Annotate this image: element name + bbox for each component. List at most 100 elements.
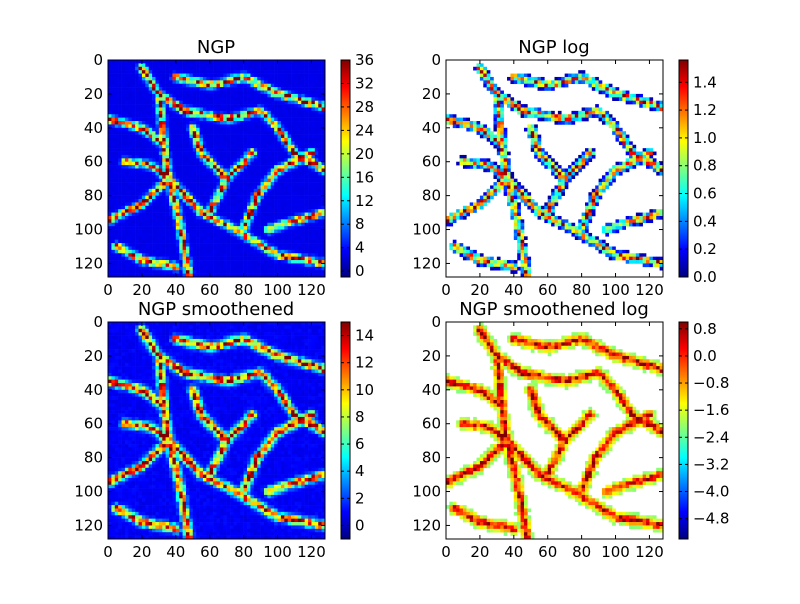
heatmap-cell bbox=[301, 60, 305, 64]
heatmap-cell bbox=[616, 91, 620, 95]
heatmap-cell bbox=[125, 80, 129, 84]
heatmap-cell bbox=[318, 196, 322, 200]
heatmap-cell bbox=[305, 257, 309, 261]
heatmap-cell bbox=[237, 121, 241, 125]
heatmap-cell bbox=[301, 74, 305, 78]
heatmap-cell bbox=[233, 128, 237, 132]
heatmap-cell bbox=[487, 128, 491, 132]
heatmap-cell bbox=[551, 80, 555, 84]
heatmap-cell bbox=[213, 145, 217, 149]
heatmap-cell bbox=[609, 179, 613, 183]
heatmap-cell bbox=[311, 226, 315, 230]
heatmap-cell bbox=[646, 104, 650, 108]
heatmap-cell bbox=[284, 192, 288, 196]
heatmap-cell bbox=[602, 182, 606, 186]
heatmap-cell bbox=[145, 209, 149, 213]
heatmap-cell bbox=[176, 145, 180, 149]
heatmap-cell bbox=[213, 131, 217, 135]
heatmap-cell bbox=[183, 128, 187, 132]
heatmap-cell bbox=[200, 165, 204, 169]
heatmap-cell bbox=[267, 141, 271, 145]
heatmap-cell bbox=[298, 124, 302, 128]
heatmap-cell bbox=[237, 230, 241, 234]
heatmap-cell bbox=[507, 172, 511, 176]
heatmap-cell bbox=[284, 230, 288, 234]
heatmap-cell bbox=[132, 118, 136, 122]
heatmap-cell bbox=[223, 267, 227, 271]
heatmap-cell bbox=[261, 70, 265, 74]
heatmap-cell bbox=[230, 236, 234, 240]
heatmap-cell bbox=[220, 185, 224, 189]
heatmap-cell bbox=[250, 87, 254, 91]
heatmap-cell bbox=[261, 199, 265, 203]
heatmap-cell bbox=[132, 260, 136, 264]
heatmap-cell bbox=[578, 162, 582, 166]
heatmap-cell bbox=[555, 121, 559, 125]
heatmap-cell bbox=[487, 165, 491, 169]
heatmap-cell bbox=[213, 77, 217, 81]
heatmap-cell bbox=[172, 189, 176, 193]
heatmap-cell bbox=[264, 196, 268, 200]
heatmap-cell bbox=[298, 199, 302, 203]
heatmap-cell bbox=[213, 70, 217, 74]
heatmap-cell bbox=[135, 121, 139, 125]
heatmap-cell bbox=[111, 87, 115, 91]
heatmap-cell bbox=[271, 246, 275, 250]
heatmap-cell bbox=[155, 230, 159, 234]
heatmap-cell bbox=[298, 179, 302, 183]
heatmap-cell bbox=[281, 236, 285, 240]
heatmap-cell bbox=[311, 169, 315, 173]
heatmap-cell bbox=[233, 135, 237, 139]
heatmap-cell bbox=[166, 77, 170, 81]
heatmap-cell bbox=[196, 236, 200, 240]
heatmap-cell bbox=[122, 199, 126, 203]
heatmap-cell bbox=[111, 104, 115, 108]
heatmap-cell bbox=[200, 172, 204, 176]
heatmap-cell bbox=[183, 192, 187, 196]
heatmap-cell bbox=[203, 114, 207, 118]
heatmap-cell bbox=[179, 240, 183, 244]
heatmap-cell bbox=[233, 104, 237, 108]
heatmap-cell bbox=[217, 199, 221, 203]
heatmap-cell bbox=[555, 165, 559, 169]
heatmap-cell bbox=[169, 209, 173, 213]
heatmap-cell bbox=[135, 101, 139, 105]
heatmap-cell bbox=[247, 185, 251, 189]
heatmap-cell bbox=[632, 94, 636, 98]
heatmap-cell bbox=[122, 128, 126, 132]
heatmap-cell bbox=[132, 114, 136, 118]
heatmap-cell bbox=[261, 80, 265, 84]
heatmap-cell bbox=[244, 104, 248, 108]
heatmap-ngp bbox=[108, 60, 325, 277]
heatmap-cell bbox=[271, 175, 275, 179]
heatmap-cell bbox=[172, 223, 176, 227]
heatmap-cell bbox=[497, 121, 501, 125]
heatmap-cell bbox=[521, 104, 525, 108]
heatmap-cell bbox=[271, 233, 275, 237]
heatmap-cell bbox=[210, 138, 214, 142]
heatmap-cell bbox=[179, 152, 183, 156]
heatmap-cell bbox=[108, 223, 112, 227]
heatmap-cell bbox=[250, 80, 254, 84]
heatmap-cell bbox=[257, 260, 261, 264]
heatmap-cell bbox=[599, 114, 603, 118]
heatmap-cell bbox=[118, 131, 122, 135]
heatmap-cell bbox=[308, 101, 312, 105]
heatmap-cell bbox=[128, 189, 132, 193]
heatmap-cell bbox=[142, 114, 146, 118]
heatmap-cell bbox=[585, 148, 589, 152]
heatmap-cell bbox=[504, 182, 508, 186]
heatmap-cell bbox=[111, 141, 115, 145]
heatmap-cell bbox=[230, 84, 234, 88]
heatmap-cell bbox=[152, 158, 156, 162]
heatmap-cell bbox=[490, 91, 494, 95]
heatmap-cell bbox=[206, 94, 210, 98]
heatmap-cell bbox=[115, 199, 119, 203]
heatmap-cell bbox=[291, 246, 295, 250]
heatmap-cell bbox=[149, 138, 153, 142]
heatmap-cell bbox=[166, 182, 170, 186]
heatmap-cell bbox=[128, 128, 132, 132]
heatmap-cell bbox=[237, 74, 241, 78]
heatmap-cell bbox=[240, 107, 244, 111]
heatmap-cell bbox=[145, 60, 149, 64]
